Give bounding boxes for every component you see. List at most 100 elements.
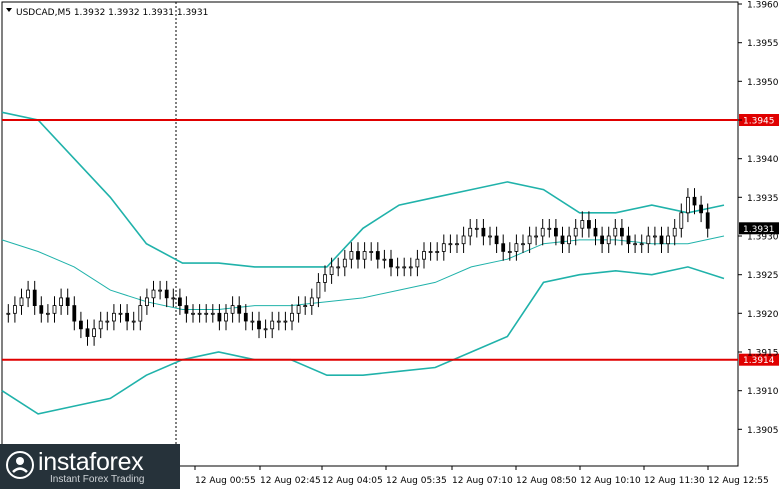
candle <box>39 296 44 323</box>
candle-body <box>356 251 360 260</box>
candle <box>620 219 624 246</box>
candle-body <box>79 320 83 330</box>
candle-body <box>204 312 209 315</box>
candle <box>461 226 466 253</box>
y-tick-label: 1.3915 <box>747 349 779 359</box>
candle-body <box>600 235 604 245</box>
candle-body <box>257 320 261 330</box>
level-price-tag <box>739 353 779 366</box>
candle-body <box>554 227 558 237</box>
lower-band-line <box>1 266 725 415</box>
y-tick-label: 1.3950 <box>747 78 779 88</box>
candle-body <box>507 251 512 253</box>
candle <box>428 242 433 261</box>
candle-body <box>112 312 116 322</box>
candle <box>329 257 334 284</box>
candle-body <box>389 258 393 268</box>
candle-body <box>230 305 235 314</box>
candle <box>131 311 136 331</box>
candle-body <box>633 243 637 246</box>
candle-body <box>243 312 248 322</box>
candle <box>92 319 96 346</box>
candle-body <box>580 220 585 229</box>
candle-body <box>26 289 31 299</box>
candle <box>197 304 202 323</box>
candle-body <box>164 289 169 299</box>
candle-body <box>118 312 123 315</box>
candle <box>32 280 37 315</box>
y-tick-label: 1.3935 <box>747 194 779 204</box>
candle-body <box>171 297 176 300</box>
candle <box>26 280 31 308</box>
candle <box>626 226 631 253</box>
instaforex-logo-icon <box>6 451 34 479</box>
candle <box>309 288 314 315</box>
candle <box>686 188 690 223</box>
symbol-menu-icon[interactable] <box>6 8 12 12</box>
candle-body <box>59 297 63 306</box>
candle <box>52 296 57 323</box>
candle-body <box>39 305 44 314</box>
candle-body <box>276 320 281 323</box>
candle <box>573 219 578 246</box>
y-tick-label: 1.3960 <box>747 1 779 11</box>
candle <box>653 226 657 246</box>
instaforex-watermark: instaforex Instant Forex Trading <box>0 444 180 489</box>
candle-body <box>250 320 255 323</box>
candle-body <box>653 235 657 238</box>
candle <box>336 257 341 277</box>
candle-body <box>323 274 327 283</box>
candle-body <box>92 328 96 337</box>
candle <box>593 219 598 246</box>
candle-body <box>329 266 334 275</box>
candle-body <box>144 297 149 306</box>
candle <box>12 296 17 323</box>
current-price-tag <box>739 222 779 235</box>
candle <box>534 226 538 246</box>
candle <box>369 242 374 261</box>
candle-body <box>455 243 459 246</box>
candle-body <box>567 235 571 245</box>
candle <box>112 304 116 331</box>
candle <box>19 288 24 315</box>
candle <box>375 242 380 269</box>
candle <box>356 242 360 269</box>
y-tick-label: 1.3930 <box>747 233 779 243</box>
candle <box>382 249 387 269</box>
candle-body <box>303 305 308 308</box>
candle-body <box>692 196 697 206</box>
candle-body <box>177 297 182 306</box>
candle <box>98 311 103 339</box>
candle <box>125 304 129 331</box>
candle <box>250 311 255 331</box>
candle-body <box>679 212 684 229</box>
candle <box>435 242 440 261</box>
candle <box>257 311 261 339</box>
candle <box>527 226 532 253</box>
x-tick-label: 12 Aug 04:05 <box>322 476 383 486</box>
candle-body <box>296 305 301 314</box>
candle <box>567 226 571 253</box>
candle-body <box>560 235 565 245</box>
candle-body <box>705 212 710 229</box>
candle <box>177 288 182 315</box>
candle <box>441 234 446 261</box>
candle-body <box>699 204 703 214</box>
candle-body <box>342 258 347 268</box>
x-tick-label: 12 Aug 07:10 <box>452 476 513 486</box>
candle <box>171 288 176 308</box>
candle-body <box>65 297 70 306</box>
candle <box>138 296 143 331</box>
candle-body <box>191 312 195 315</box>
candle-body <box>501 243 506 252</box>
candle-body <box>646 235 651 245</box>
candle <box>316 273 321 308</box>
candle <box>65 288 70 315</box>
candle <box>422 242 426 269</box>
candle-body <box>32 289 37 307</box>
candle-body <box>422 251 426 260</box>
candle <box>204 304 209 323</box>
candle-body <box>408 266 413 269</box>
